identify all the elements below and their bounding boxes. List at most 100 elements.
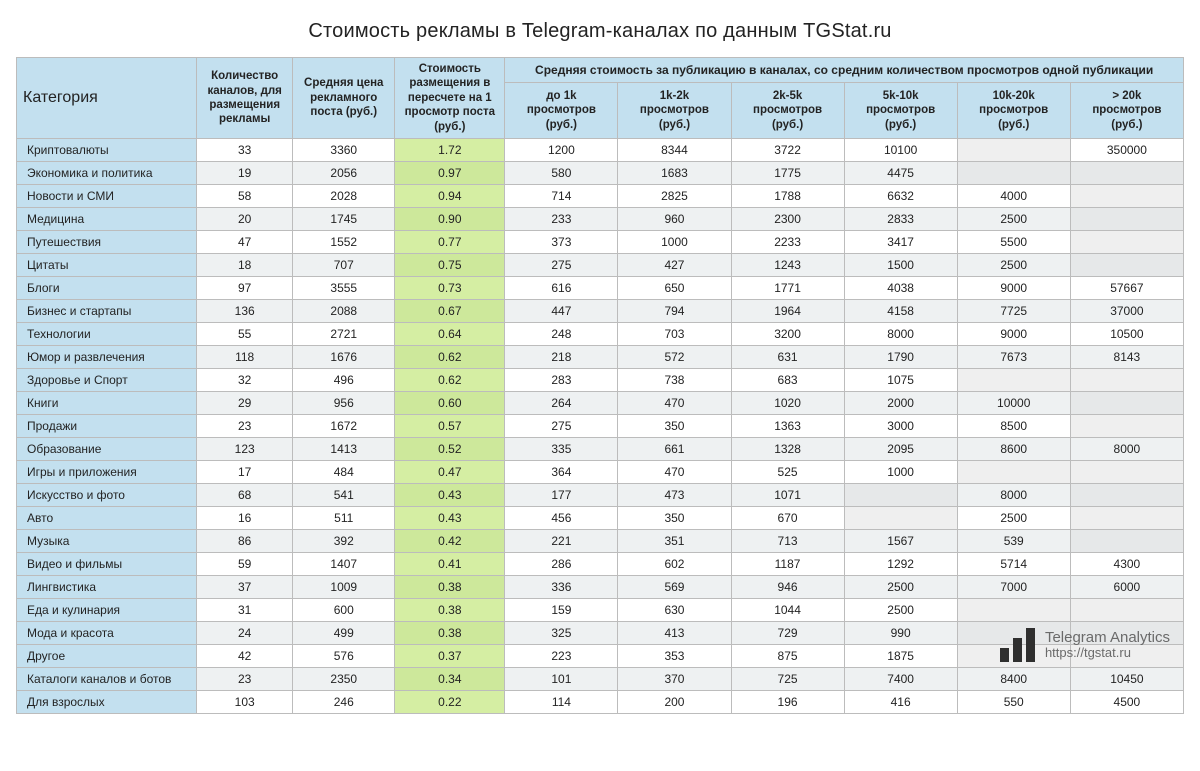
page-title: Стоимость рекламы в Telegram-каналах по …: [16, 20, 1184, 43]
cell-views-1: 470: [618, 391, 731, 414]
col-header-views-0: до 1k просмотров (руб.): [505, 83, 618, 138]
cell-per-view: 0.73: [395, 276, 505, 299]
cell-avg-price: 1413: [293, 437, 395, 460]
cell-category: Каталоги каналов и ботов: [17, 667, 197, 690]
table-row: Искусство и фото685410.4317747310718000: [17, 483, 1184, 506]
cell-views-0: 325: [505, 621, 618, 644]
cell-views-2: 1071: [731, 483, 844, 506]
cell-views-0: 177: [505, 483, 618, 506]
cell-views-2: 670: [731, 506, 844, 529]
cell-views-1: 473: [618, 483, 731, 506]
cell-count: 24: [197, 621, 293, 644]
cell-per-view: 0.42: [395, 529, 505, 552]
cell-views-1: 572: [618, 345, 731, 368]
cell-views-1: 470: [618, 460, 731, 483]
cell-category: Игры и приложения: [17, 460, 197, 483]
cell-per-view: 0.52: [395, 437, 505, 460]
cell-per-view: 0.37: [395, 644, 505, 667]
col-header-views-4: 10k-20k просмотров (руб.): [957, 83, 1070, 138]
cell-views-2: 1020: [731, 391, 844, 414]
col-header-count: Количество каналов, для размещения рекла…: [197, 58, 293, 139]
table-row: Цитаты187070.75275427124315002500: [17, 253, 1184, 276]
cell-views-0: 580: [505, 161, 618, 184]
table-row: Мода и красота244990.38325413729990: [17, 621, 1184, 644]
cell-views-0: 335: [505, 437, 618, 460]
table-row: Другое425760.372233538751875: [17, 644, 1184, 667]
cell-category: Лингвистика: [17, 575, 197, 598]
cell-views-5: [1070, 644, 1183, 667]
cell-views-1: 8344: [618, 138, 731, 161]
cell-views-5: [1070, 529, 1183, 552]
cell-views-3: 6632: [844, 184, 957, 207]
col-header-group: Средняя стоимость за публикацию в канала…: [505, 58, 1184, 83]
cell-count: 23: [197, 414, 293, 437]
cell-views-5: 8143: [1070, 345, 1183, 368]
cell-count: 31: [197, 598, 293, 621]
cell-category: Авто: [17, 506, 197, 529]
cell-count: 19: [197, 161, 293, 184]
cell-views-3: 10100: [844, 138, 957, 161]
cell-views-5: [1070, 184, 1183, 207]
cell-avg-price: 496: [293, 368, 395, 391]
cell-per-view: 0.41: [395, 552, 505, 575]
cell-views-2: 1964: [731, 299, 844, 322]
cell-views-1: 1000: [618, 230, 731, 253]
cell-views-0: 101: [505, 667, 618, 690]
cell-views-1: 351: [618, 529, 731, 552]
cell-avg-price: 2088: [293, 299, 395, 322]
cell-views-2: 683: [731, 368, 844, 391]
cell-avg-price: 1745: [293, 207, 395, 230]
cell-views-4: 7725: [957, 299, 1070, 322]
cell-views-5: 37000: [1070, 299, 1183, 322]
cell-views-3: [844, 506, 957, 529]
cell-views-2: 1363: [731, 414, 844, 437]
cell-count: 103: [197, 690, 293, 713]
cell-category: Блоги: [17, 276, 197, 299]
cell-views-3: 2833: [844, 207, 957, 230]
cell-views-0: 233: [505, 207, 618, 230]
cell-views-1: 738: [618, 368, 731, 391]
cell-views-3: 1075: [844, 368, 957, 391]
cell-per-view: 0.34: [395, 667, 505, 690]
cell-views-1: 602: [618, 552, 731, 575]
cell-views-1: 630: [618, 598, 731, 621]
cell-count: 23: [197, 667, 293, 690]
cell-views-3: 4475: [844, 161, 957, 184]
cell-views-4: 8000: [957, 483, 1070, 506]
cell-category: Образование: [17, 437, 197, 460]
cell-views-2: 1243: [731, 253, 844, 276]
table-row: Здоровье и Спорт324960.622837386831075: [17, 368, 1184, 391]
cell-count: 18: [197, 253, 293, 276]
cell-views-3: 4038: [844, 276, 957, 299]
cell-views-0: 159: [505, 598, 618, 621]
cell-views-3: 1000: [844, 460, 957, 483]
cell-views-0: 714: [505, 184, 618, 207]
table-row: Игры и приложения174840.473644705251000: [17, 460, 1184, 483]
cell-views-2: 1044: [731, 598, 844, 621]
cell-category: Для взрослых: [17, 690, 197, 713]
cell-views-0: 248: [505, 322, 618, 345]
cell-views-4: 8600: [957, 437, 1070, 460]
cell-category: Здоровье и Спорт: [17, 368, 197, 391]
table-row: Видео и фильмы5914070.412866021187129257…: [17, 552, 1184, 575]
cell-category: Криптовалюты: [17, 138, 197, 161]
table-row: Музыка863920.422213517131567539: [17, 529, 1184, 552]
cell-views-1: 200: [618, 690, 731, 713]
cell-views-4: 2500: [957, 253, 1070, 276]
cell-count: 16: [197, 506, 293, 529]
cell-views-4: 10000: [957, 391, 1070, 414]
cell-per-view: 0.62: [395, 368, 505, 391]
col-header-views-5: > 20k просмотров (руб.): [1070, 83, 1183, 138]
cell-per-view: 0.22: [395, 690, 505, 713]
cell-avg-price: 1407: [293, 552, 395, 575]
cell-views-3: 1875: [844, 644, 957, 667]
cell-views-0: 275: [505, 253, 618, 276]
col-header-views-3: 5k-10k просмотров (руб.): [844, 83, 957, 138]
table-row: Бизнес и стартапы13620880.67447794196441…: [17, 299, 1184, 322]
cell-per-view: 0.47: [395, 460, 505, 483]
cell-views-3: 7400: [844, 667, 957, 690]
cell-views-0: 336: [505, 575, 618, 598]
cell-per-view: 0.38: [395, 598, 505, 621]
cell-category: Книги: [17, 391, 197, 414]
cell-views-2: 3722: [731, 138, 844, 161]
